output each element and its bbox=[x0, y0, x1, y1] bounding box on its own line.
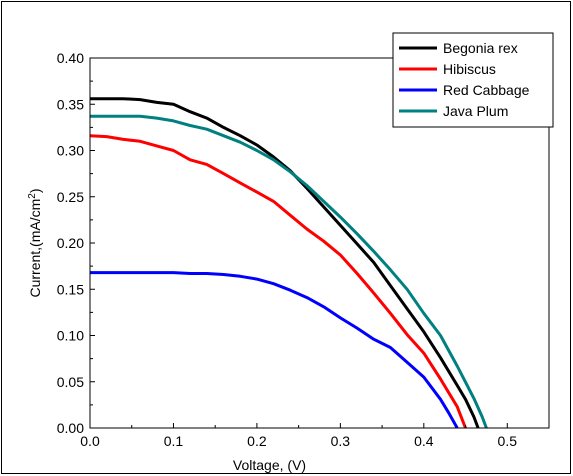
legend-label-red-cabbage: Red Cabbage bbox=[443, 82, 530, 98]
series-line-hibiscus bbox=[89, 134, 467, 429]
legend: Begonia rex Hibiscus Red Cabbage Java Plum bbox=[392, 32, 554, 128]
y-tick-label: 0.00 bbox=[57, 420, 84, 436]
series-line-java-plum bbox=[90, 114, 488, 429]
y-axis-title-superscript: 2 bbox=[27, 193, 38, 199]
series-layer bbox=[89, 97, 488, 429]
ticks-layer: 0.0 0.1 0.2 0.3 0.4 0.5 0.00 0.05 0.10 0.15 0.20 0.… bbox=[57, 50, 517, 449]
y-axis-title-close: ) bbox=[27, 188, 43, 193]
y-tick-label: 0.20 bbox=[57, 235, 84, 251]
y-axis-title-main: Current,(mA/cm bbox=[27, 199, 43, 298]
y-axis-title: Current,(mA/cm2) bbox=[27, 188, 44, 297]
y-tick-label: 0.15 bbox=[57, 281, 84, 297]
y-tick-label: 0.40 bbox=[57, 50, 84, 66]
series-line-begonia-rex bbox=[90, 97, 480, 429]
series-line-red-cabbage bbox=[90, 271, 459, 429]
y-tick-label: 0.25 bbox=[57, 189, 84, 205]
x-axis-title: Voltage, (V) bbox=[233, 457, 306, 473]
y-tick-label: 0.30 bbox=[57, 143, 84, 159]
legend-label-hibiscus: Hibiscus bbox=[443, 61, 496, 77]
y-tick-label: 0.35 bbox=[57, 96, 84, 112]
x-tick-label: 0.0 bbox=[80, 433, 100, 449]
x-tick-label: 0.3 bbox=[331, 433, 351, 449]
x-tick-label: 0.1 bbox=[164, 433, 184, 449]
x-tick-label: 0.2 bbox=[247, 433, 267, 449]
legend-label-begonia-rex: Begonia rex bbox=[443, 40, 518, 56]
y-tick-label: 0.10 bbox=[57, 328, 84, 344]
legend-label-java-plum: Java Plum bbox=[443, 103, 508, 119]
x-tick-label: 0.5 bbox=[498, 433, 518, 449]
x-tick-label: 0.4 bbox=[414, 433, 434, 449]
y-tick-label: 0.05 bbox=[57, 374, 84, 390]
